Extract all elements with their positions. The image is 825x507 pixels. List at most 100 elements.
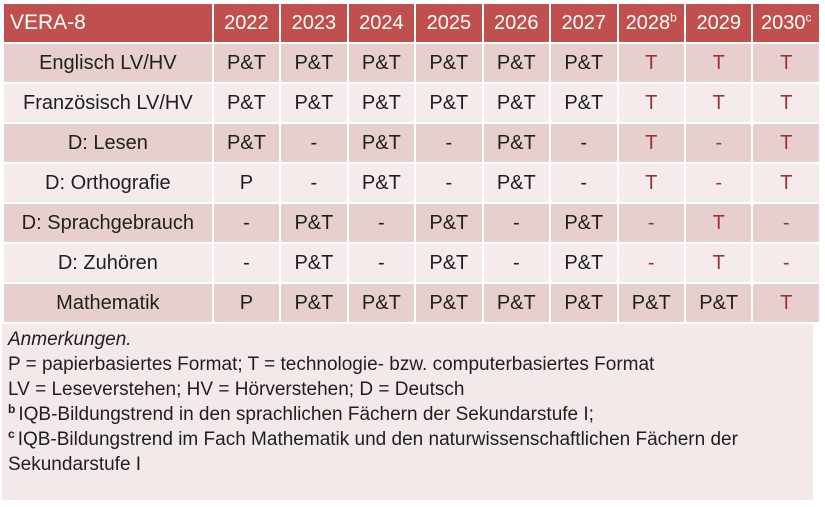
row-label: D: Lesen bbox=[4, 124, 212, 162]
value-cell: - bbox=[753, 204, 819, 242]
table-row: Französisch LV/HV P&T P&T P&T P&T P&T P&T T T T bbox=[4, 84, 819, 122]
value-cell: P&T bbox=[483, 284, 550, 322]
value-cell: T bbox=[753, 284, 819, 322]
value-cell: P&T bbox=[348, 284, 415, 322]
value-cell: T bbox=[618, 124, 684, 162]
value-cell: P&T bbox=[348, 84, 415, 122]
value-cell: - bbox=[551, 124, 617, 162]
year-header-2030: 2030c bbox=[753, 4, 819, 42]
value-cell: T bbox=[753, 44, 819, 82]
value-cell: P&T bbox=[551, 204, 617, 242]
value-cell: P&T bbox=[416, 44, 482, 82]
note-line: b IQB-Bildungstrend in den sprachlichen F… bbox=[8, 401, 594, 425]
value-cell: P&T bbox=[281, 284, 347, 322]
table-row: D: Lesen P&T - P&T - P&T - T - T bbox=[4, 124, 819, 162]
value-cell: P bbox=[213, 164, 280, 202]
value-cell: - bbox=[416, 164, 482, 202]
value-cell: - bbox=[618, 204, 684, 242]
value-cell: T bbox=[753, 124, 819, 162]
header-row: VERA-8 2022 2023 2024 2025 2026 2027 2028b 2029… bbox=[4, 4, 819, 42]
value-cell: T bbox=[618, 44, 684, 82]
vera8-schedule-table: VERA-8 2022 2023 2024 2025 2026 2027 2028b 2029… bbox=[2, 2, 821, 324]
row-label: D: Orthografie bbox=[4, 164, 212, 202]
row-label: D: Sprachgebrauch bbox=[4, 204, 212, 242]
value-cell: P&T bbox=[483, 84, 550, 122]
table-row: Mathematik P P&T P&T P&T P&T P&T P&T P&T T bbox=[4, 284, 819, 322]
value-cell: P&T bbox=[281, 204, 347, 242]
value-cell: - bbox=[416, 124, 482, 162]
value-cell: T bbox=[685, 84, 752, 122]
value-cell: P&T bbox=[551, 244, 617, 282]
year-header-2026: 2026 bbox=[483, 4, 550, 42]
year-header-2022: 2022 bbox=[213, 4, 280, 42]
value-cell: P&T bbox=[685, 284, 752, 322]
value-cell: - bbox=[281, 124, 347, 162]
year-header-2025: 2025 bbox=[416, 4, 482, 42]
notes-block: Anmerkungen. P = papierbasiertes Format; … bbox=[2, 324, 813, 500]
value-cell: - bbox=[753, 244, 819, 282]
table-title: VERA-8 bbox=[4, 4, 212, 42]
footnote-marker-b: b bbox=[8, 401, 16, 416]
table-row: D: Orthografie P - P&T - P&T - T - T bbox=[4, 164, 819, 202]
row-label: Mathematik bbox=[4, 284, 212, 322]
table-row: Englisch LV/HV P&T P&T P&T P&T P&T P&T T T T bbox=[4, 44, 819, 82]
value-cell: T bbox=[685, 44, 752, 82]
year-header-2027: 2027 bbox=[551, 4, 617, 42]
value-cell: P&T bbox=[483, 44, 550, 82]
value-cell: T bbox=[618, 84, 684, 122]
note-line: Anmerkungen. bbox=[8, 329, 132, 350]
value-cell: P&T bbox=[348, 164, 415, 202]
value-cell: P&T bbox=[618, 284, 684, 322]
table-row: D: Zuhören - P&T - P&T - P&T - T - bbox=[4, 244, 819, 282]
value-cell: P&T bbox=[281, 244, 347, 282]
table-row: D: Sprachgebrauch - P&T - P&T - P&T - T - bbox=[4, 204, 819, 242]
value-cell: T bbox=[685, 204, 752, 242]
row-label: D: Zuhören bbox=[4, 244, 212, 282]
value-cell: P&T bbox=[416, 244, 482, 282]
year-header-2029: 2029 bbox=[685, 4, 752, 42]
value-cell: - bbox=[483, 204, 550, 242]
note-line: P = papierbasiertes Format; T = technolo… bbox=[8, 354, 655, 375]
year-header-2024: 2024 bbox=[348, 4, 415, 42]
year-header-2023: 2023 bbox=[281, 4, 347, 42]
value-cell: P&T bbox=[551, 284, 617, 322]
value-cell: - bbox=[685, 164, 752, 202]
footnote-marker-c: c bbox=[805, 9, 812, 24]
note-line: LV = Leseverstehen; HV = Hörverstehen; D… bbox=[8, 379, 465, 400]
value-cell: - bbox=[618, 244, 684, 282]
value-cell: - bbox=[213, 244, 280, 282]
value-cell: P&T bbox=[483, 124, 550, 162]
value-cell: T bbox=[753, 164, 819, 202]
value-cell: P&T bbox=[213, 44, 280, 82]
note-line: c IQB-Bildungstrend im Fach Mathematik un… bbox=[8, 426, 738, 475]
row-label: Englisch LV/HV bbox=[4, 44, 212, 82]
value-cell: P&T bbox=[551, 44, 617, 82]
value-cell: P&T bbox=[213, 84, 280, 122]
value-cell: P&T bbox=[551, 84, 617, 122]
year-header-2028: 2028b bbox=[618, 4, 684, 42]
value-cell: P&T bbox=[213, 124, 280, 162]
value-cell: P&T bbox=[348, 44, 415, 82]
value-cell: - bbox=[348, 204, 415, 242]
value-cell: P&T bbox=[416, 84, 482, 122]
value-cell: P bbox=[213, 284, 280, 322]
value-cell: T bbox=[753, 84, 819, 122]
value-cell: - bbox=[551, 164, 617, 202]
table-body: Englisch LV/HV P&T P&T P&T P&T P&T P&T T T T Franz… bbox=[4, 44, 819, 322]
value-cell: P&T bbox=[281, 84, 347, 122]
value-cell: P&T bbox=[281, 44, 347, 82]
value-cell: - bbox=[483, 244, 550, 282]
value-cell: P&T bbox=[416, 204, 482, 242]
value-cell: - bbox=[348, 244, 415, 282]
value-cell: P&T bbox=[416, 284, 482, 322]
value-cell: T bbox=[618, 164, 684, 202]
footnote-marker-b: b bbox=[670, 9, 677, 24]
value-cell: P&T bbox=[483, 164, 550, 202]
value-cell: - bbox=[685, 124, 752, 162]
value-cell: P&T bbox=[348, 124, 415, 162]
value-cell: T bbox=[685, 244, 752, 282]
footnote-marker-c: c bbox=[8, 426, 15, 441]
value-cell: - bbox=[281, 164, 347, 202]
row-label: Französisch LV/HV bbox=[4, 84, 212, 122]
